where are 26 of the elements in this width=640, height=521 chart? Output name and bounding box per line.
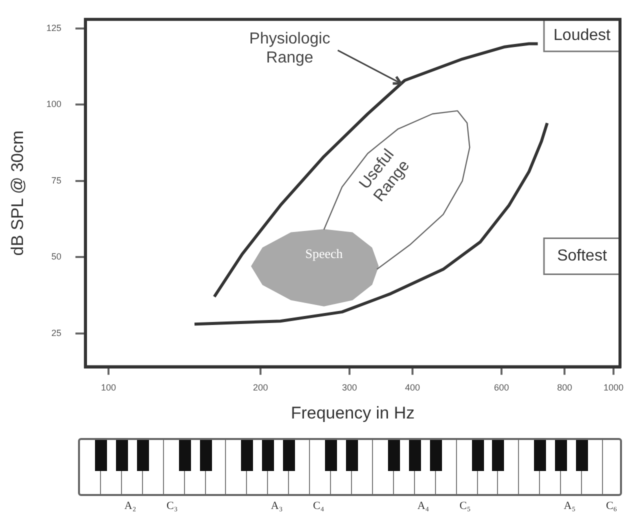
- x-tick-label: 800: [557, 382, 572, 393]
- y-tick-label: 75: [51, 175, 62, 186]
- y-axis-title: dB SPL @ 30cm: [8, 130, 27, 256]
- y-tick-label: 100: [46, 99, 62, 110]
- x-tick-label: 400: [405, 382, 420, 393]
- text: C₃: [166, 500, 178, 512]
- annotation: Loudest: [554, 26, 612, 44]
- text: C₄: [313, 500, 324, 512]
- x-tick-label: 600: [494, 382, 509, 393]
- text: A₅: [564, 500, 576, 512]
- text: C₅: [459, 500, 471, 512]
- x-axis-title: Frequency in Hz: [290, 403, 415, 422]
- text: A₃: [270, 500, 283, 512]
- text: A₄: [417, 500, 430, 512]
- x-tick-label: 1000: [604, 382, 624, 393]
- annotation: Softest: [557, 248, 608, 265]
- y-tick-label: 50: [51, 252, 62, 262]
- y-tick-label: 25: [51, 328, 62, 338]
- text: C₆: [606, 500, 618, 512]
- text: A₂: [124, 500, 136, 512]
- x-tick-label: 300: [342, 382, 357, 393]
- text: Physiologic Range: [249, 30, 330, 66]
- series-label: Speech: [305, 246, 344, 261]
- x-tick-label: 200: [253, 382, 268, 393]
- x-tick-label: 100: [101, 382, 116, 393]
- y-tick-label: 125: [46, 23, 62, 34]
